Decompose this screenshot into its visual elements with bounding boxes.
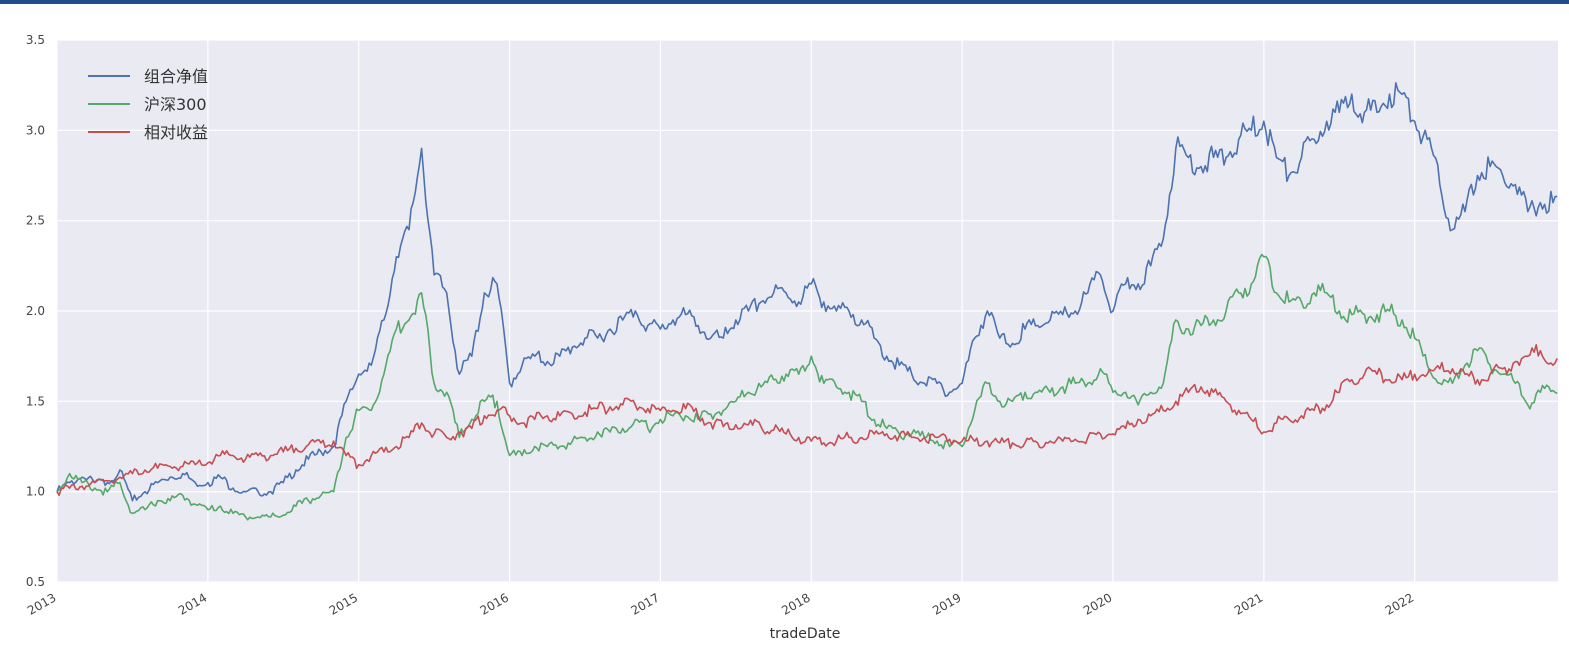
y-tick-label: 0.5	[26, 575, 45, 589]
x-tick-label: 2020	[1081, 590, 1114, 617]
top-border	[0, 0, 1569, 4]
legend-label: 相对收益	[144, 123, 208, 142]
series-line-2	[56, 343, 1558, 497]
x-axis-label: tradeDate	[770, 626, 841, 642]
x-tick-label: 2018	[779, 590, 812, 617]
x-tick-label: 2021	[1232, 590, 1265, 617]
y-tick-label: 3.5	[26, 33, 45, 47]
legend-label: 组合净值	[144, 67, 208, 86]
y-tick-label: 2.5	[26, 214, 45, 228]
y-tick-label: 3.0	[26, 123, 45, 137]
x-tick-label: 2014	[176, 590, 209, 617]
x-tick-label: 2016	[478, 590, 511, 617]
y-tick-label: 1.0	[26, 485, 45, 499]
x-axis-ticks: 2013 2014 2015 2016 2017 2018 2019 2020 2021 2022	[25, 590, 1416, 617]
x-tick-label: 2013	[25, 590, 58, 617]
y-tick-label: 1.5	[26, 394, 45, 408]
y-axis-ticks: 0.5 1.0 1.5 2.0 2.5 3.0 3.5	[26, 33, 45, 589]
x-tick-label: 2019	[930, 590, 963, 617]
x-tick-label: 2017	[628, 590, 661, 617]
series-lines	[56, 82, 1558, 521]
legend-label: 沪深300	[144, 95, 207, 114]
x-tick-label: 2015	[327, 590, 360, 617]
y-tick-label: 2.0	[26, 304, 45, 318]
series-line-1	[56, 253, 1558, 521]
series-line-0	[56, 82, 1558, 502]
x-tick-label: 2022	[1383, 590, 1416, 617]
